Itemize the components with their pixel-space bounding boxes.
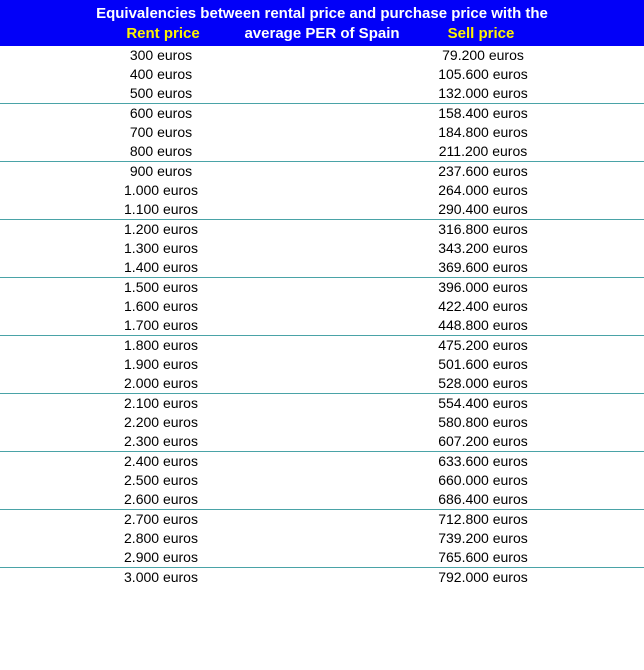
- sell-cell: 290.400 euros: [322, 200, 644, 220]
- sell-cell: 528.000 euros: [322, 374, 644, 394]
- table-row: 300 euros79.200 euros: [0, 46, 644, 65]
- table-row: 1.600 euros422.400 euros: [0, 297, 644, 316]
- rent-cell: 2.500 euros: [0, 471, 322, 490]
- table-row: 1.700 euros448.800 euros: [0, 316, 644, 336]
- rent-cell: 400 euros: [0, 65, 322, 84]
- sell-cell: 237.600 euros: [322, 161, 644, 181]
- rent-cell: 2.800 euros: [0, 529, 322, 548]
- table-row: 2.800 euros739.200 euros: [0, 529, 644, 548]
- table-row: 600 euros158.400 euros: [0, 103, 644, 123]
- sell-cell: 158.400 euros: [322, 103, 644, 123]
- sell-cell: 660.000 euros: [322, 471, 644, 490]
- sell-cell: 79.200 euros: [322, 46, 644, 65]
- sell-cell: 422.400 euros: [322, 297, 644, 316]
- rent-cell: 2.700 euros: [0, 509, 322, 529]
- table-row: 2.400 euros633.600 euros: [0, 451, 644, 471]
- rent-cell: 1.500 euros: [0, 277, 322, 297]
- rent-cell: 1.200 euros: [0, 219, 322, 239]
- sell-cell: 343.200 euros: [322, 239, 644, 258]
- data-table: 300 euros79.200 euros400 euros105.600 eu…: [0, 46, 644, 587]
- rent-cell: 1.700 euros: [0, 316, 322, 336]
- rent-cell: 800 euros: [0, 142, 322, 162]
- table-row: 400 euros105.600 euros: [0, 65, 644, 84]
- sell-cell: 132.000 euros: [322, 84, 644, 104]
- sell-cell: 184.800 euros: [322, 123, 644, 142]
- rent-cell: 1.800 euros: [0, 335, 322, 355]
- sell-cell: 501.600 euros: [322, 355, 644, 374]
- table-header: Equivalencies between rental price and p…: [0, 0, 644, 46]
- table-row: 1.200 euros316.800 euros: [0, 219, 644, 239]
- sell-cell: 554.400 euros: [322, 393, 644, 413]
- rent-cell: 300 euros: [0, 46, 322, 65]
- rent-column-header: Rent price: [4, 24, 322, 44]
- table-row: 2.900 euros765.600 euros: [0, 548, 644, 568]
- table-row: 500 euros132.000 euros: [0, 84, 644, 104]
- rent-cell: 500 euros: [0, 84, 322, 104]
- rent-cell: 2.000 euros: [0, 374, 322, 394]
- table-row: 2.300 euros607.200 euros: [0, 432, 644, 452]
- rent-cell: 2.600 euros: [0, 490, 322, 510]
- sell-cell: 633.600 euros: [322, 451, 644, 471]
- table-row: 2.700 euros712.800 euros: [0, 509, 644, 529]
- sell-cell: 316.800 euros: [322, 219, 644, 239]
- rent-cell: 2.300 euros: [0, 432, 322, 452]
- sell-cell: 264.000 euros: [322, 181, 644, 200]
- sell-cell: 105.600 euros: [322, 65, 644, 84]
- table-row: 900 euros237.600 euros: [0, 161, 644, 181]
- table-row: 1.300 euros343.200 euros: [0, 239, 644, 258]
- table-row: 2.000 euros528.000 euros: [0, 374, 644, 394]
- sell-cell: 712.800 euros: [322, 509, 644, 529]
- sell-cell: 765.600 euros: [322, 548, 644, 568]
- rent-cell: 1.100 euros: [0, 200, 322, 220]
- rent-cell: 1.400 euros: [0, 258, 322, 278]
- rent-cell: 1.900 euros: [0, 355, 322, 374]
- table-row: 700 euros184.800 euros: [0, 123, 644, 142]
- title-line1: Equivalencies between rental price and p…: [4, 4, 640, 24]
- rent-cell: 2.100 euros: [0, 393, 322, 413]
- sell-column-header: Sell price: [322, 24, 640, 44]
- table-row: 1.400 euros369.600 euros: [0, 258, 644, 278]
- table-row: 2.500 euros660.000 euros: [0, 471, 644, 490]
- rent-cell: 2.900 euros: [0, 548, 322, 568]
- table-row: 2.200 euros580.800 euros: [0, 413, 644, 432]
- rent-cell: 3.000 euros: [0, 567, 322, 587]
- sell-cell: 396.000 euros: [322, 277, 644, 297]
- table-row: 1.900 euros501.600 euros: [0, 355, 644, 374]
- sell-cell: 475.200 euros: [322, 335, 644, 355]
- rent-cell: 2.400 euros: [0, 451, 322, 471]
- sell-cell: 739.200 euros: [322, 529, 644, 548]
- rent-cell: 600 euros: [0, 103, 322, 123]
- rent-cell: 2.200 euros: [0, 413, 322, 432]
- table-row: 2.100 euros554.400 euros: [0, 393, 644, 413]
- sell-cell: 792.000 euros: [322, 567, 644, 587]
- sell-cell: 686.400 euros: [322, 490, 644, 510]
- rent-cell: 1.600 euros: [0, 297, 322, 316]
- sell-cell: 607.200 euros: [322, 432, 644, 452]
- table-row: 1.000 euros264.000 euros: [0, 181, 644, 200]
- rent-cell: 900 euros: [0, 161, 322, 181]
- table-row: 2.600 euros686.400 euros: [0, 490, 644, 510]
- rent-cell: 700 euros: [0, 123, 322, 142]
- rent-cell: 1.000 euros: [0, 181, 322, 200]
- table-row: 1.100 euros290.400 euros: [0, 200, 644, 220]
- table-row: 1.500 euros396.000 euros: [0, 277, 644, 297]
- rent-cell: 1.300 euros: [0, 239, 322, 258]
- table-row: 1.800 euros475.200 euros: [0, 335, 644, 355]
- price-equivalency-table: Equivalencies between rental price and p…: [0, 0, 644, 587]
- sell-cell: 448.800 euros: [322, 316, 644, 336]
- sell-cell: 211.200 euros: [322, 142, 644, 162]
- sell-cell: 580.800 euros: [322, 413, 644, 432]
- table-row: 3.000 euros792.000 euros: [0, 567, 644, 587]
- table-row: 800 euros211.200 euros: [0, 142, 644, 162]
- sell-cell: 369.600 euros: [322, 258, 644, 278]
